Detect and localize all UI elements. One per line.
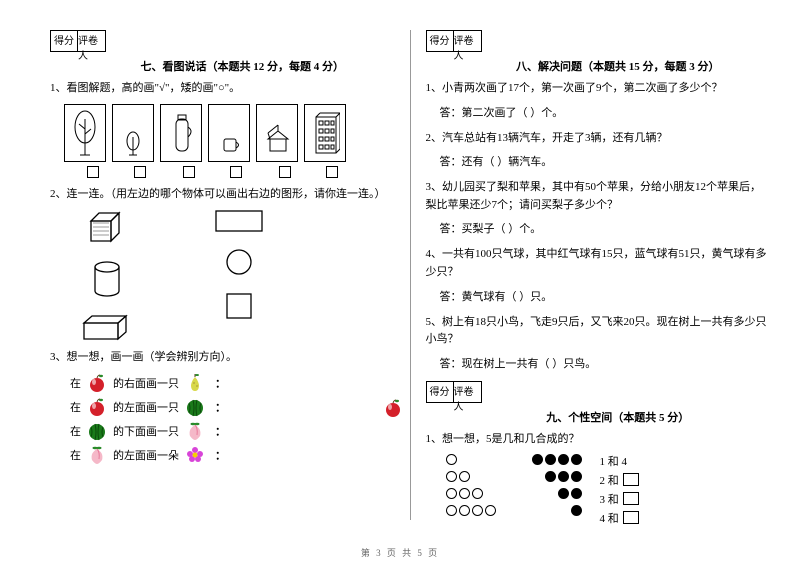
score-box-9: 得分 评卷人 bbox=[426, 381, 771, 403]
checkbox[interactable] bbox=[183, 166, 195, 178]
text: 在 bbox=[70, 399, 81, 415]
abacus-row bbox=[446, 488, 582, 499]
answer-box[interactable] bbox=[623, 473, 639, 486]
apple-icon bbox=[87, 373, 107, 393]
cuboid-3d-icon bbox=[80, 313, 134, 343]
abacus-label: 2 和 bbox=[600, 473, 639, 486]
apple-icon bbox=[383, 398, 403, 418]
q8-1: 1、小青两次画了17个，第一次画了9个，第二次画了多少个？ bbox=[426, 80, 771, 98]
image-row-1 bbox=[64, 104, 395, 162]
a8-3: 答：买梨子（ ）个。 bbox=[440, 220, 771, 236]
answer-box[interactable] bbox=[623, 511, 639, 524]
abacus-label: 1 和 4 bbox=[600, 454, 639, 467]
cup-icon bbox=[214, 109, 244, 157]
page-footer: 第 3 页 共 5 页 bbox=[0, 546, 800, 559]
small-house-icon bbox=[262, 109, 292, 157]
q8-2: 2、汽车总站有13辆汽车，开走了3辆，还有几辆？ bbox=[426, 130, 771, 148]
peach-icon bbox=[87, 445, 107, 465]
checkbox-row bbox=[64, 166, 395, 178]
fruit-row-1: 在 的右面画一只 ： bbox=[70, 373, 395, 393]
frame-cup bbox=[208, 104, 250, 162]
colon: ： bbox=[215, 399, 226, 415]
watermelon-icon bbox=[87, 421, 107, 441]
q8-3: 3、幼儿园买了梨和苹果，其中有50个苹果，分给小朋友12个苹果后，梨比苹果还少7… bbox=[426, 179, 771, 214]
abacus-row bbox=[446, 471, 582, 482]
score-cell[interactable]: 得分 bbox=[426, 381, 454, 403]
q7-1: 1、看图解题，高的画"√"，矮的画"○"。 bbox=[50, 80, 395, 98]
flower-icon bbox=[185, 445, 205, 465]
checkbox[interactable] bbox=[87, 166, 99, 178]
a8-1: 答：第二次画了（ ）个。 bbox=[440, 104, 771, 120]
checkbox[interactable] bbox=[230, 166, 242, 178]
frame-small-house bbox=[256, 104, 298, 162]
text: 的右面画一只 bbox=[113, 375, 179, 391]
tall-tree-icon bbox=[70, 109, 100, 157]
score-cell[interactable]: 得分 bbox=[50, 30, 78, 52]
text: 在 bbox=[70, 423, 81, 439]
short-tree-icon bbox=[118, 109, 148, 157]
text: 的左面画一朵 bbox=[113, 447, 179, 463]
abacus-label: 3 和 bbox=[600, 492, 639, 505]
section-7-title: 七、看图说话（本题共 12 分，每题 4 分） bbox=[90, 58, 395, 74]
section-9-title: 九、个性空间（本题共 5 分） bbox=[466, 409, 771, 425]
a8-5: 答：现在树上一共有（ ）只鸟。 bbox=[440, 355, 771, 371]
score-box-8: 得分 评卷人 bbox=[426, 30, 771, 52]
circle-2d-icon bbox=[224, 247, 254, 277]
text: 在 bbox=[70, 375, 81, 391]
q7-3: 3、想一想，画一画（学会辨别方向）。 bbox=[50, 349, 395, 367]
text: 的左面画一只 bbox=[113, 399, 179, 415]
abacus-row bbox=[446, 454, 582, 465]
fruit-row-2: 在 的左面画一只 ： bbox=[70, 397, 395, 417]
a8-2: 答：还有（ ）辆汽车。 bbox=[440, 153, 771, 169]
answer-box[interactable] bbox=[623, 492, 639, 505]
frame-short-tree bbox=[112, 104, 154, 162]
watermelon-icon bbox=[185, 397, 205, 417]
abacus-label: 4 和 bbox=[600, 511, 639, 524]
abacus-diagram: 1 和 4 2 和 3 和 4 和 bbox=[446, 454, 771, 524]
score-box-7: 得分 评卷人 bbox=[50, 30, 395, 52]
colon: ： bbox=[215, 375, 226, 391]
checkbox[interactable] bbox=[134, 166, 146, 178]
thermos-icon bbox=[166, 109, 196, 157]
colon: ： bbox=[215, 423, 226, 439]
peach-icon bbox=[185, 421, 205, 441]
fruit-row-3: 在 的下面画一只 ： bbox=[70, 421, 395, 441]
pear-icon bbox=[185, 373, 205, 393]
checkbox[interactable] bbox=[326, 166, 338, 178]
frame-building bbox=[304, 104, 346, 162]
match-shapes bbox=[80, 209, 395, 343]
section-8-title: 八、解决问题（本题共 15 分，每题 3 分） bbox=[466, 58, 771, 74]
frame-thermos bbox=[160, 104, 202, 162]
grader-cell[interactable]: 评卷人 bbox=[78, 30, 106, 52]
text: 在 bbox=[70, 447, 81, 463]
square-2d-icon bbox=[224, 291, 254, 321]
q8-4: 4、一共有100只气球，其中红气球有15只，蓝气球有51只，黄气球有多少只？ bbox=[426, 246, 771, 281]
cube-3d-icon bbox=[85, 209, 129, 245]
colon: ： bbox=[215, 447, 226, 463]
q9-1: 1、想一想，5是几和几合成的？ bbox=[426, 431, 771, 449]
apple-icon bbox=[87, 397, 107, 417]
grader-cell[interactable]: 评卷人 bbox=[454, 381, 482, 403]
score-cell[interactable]: 得分 bbox=[426, 30, 454, 52]
q7-2: 2、连一连。（用左边的哪个物体可以画出右边的图形，请你连一连。） bbox=[50, 186, 395, 204]
grader-cell[interactable]: 评卷人 bbox=[454, 30, 482, 52]
a8-4: 答：黄气球有（ ）只。 bbox=[440, 288, 771, 304]
fruit-row-4: 在 的左面画一朵 ： bbox=[70, 445, 395, 465]
abacus-row bbox=[446, 505, 582, 516]
checkbox[interactable] bbox=[279, 166, 291, 178]
q8-5: 5、树上有18只小鸟，飞走9只后，又飞来20只。现在树上一共有多少只小鸟？ bbox=[426, 314, 771, 349]
building-icon bbox=[310, 109, 340, 157]
rectangle-2d-icon bbox=[214, 209, 264, 233]
text: 的下面画一只 bbox=[113, 423, 179, 439]
cylinder-3d-icon bbox=[90, 259, 124, 299]
frame-tall-tree bbox=[64, 104, 106, 162]
